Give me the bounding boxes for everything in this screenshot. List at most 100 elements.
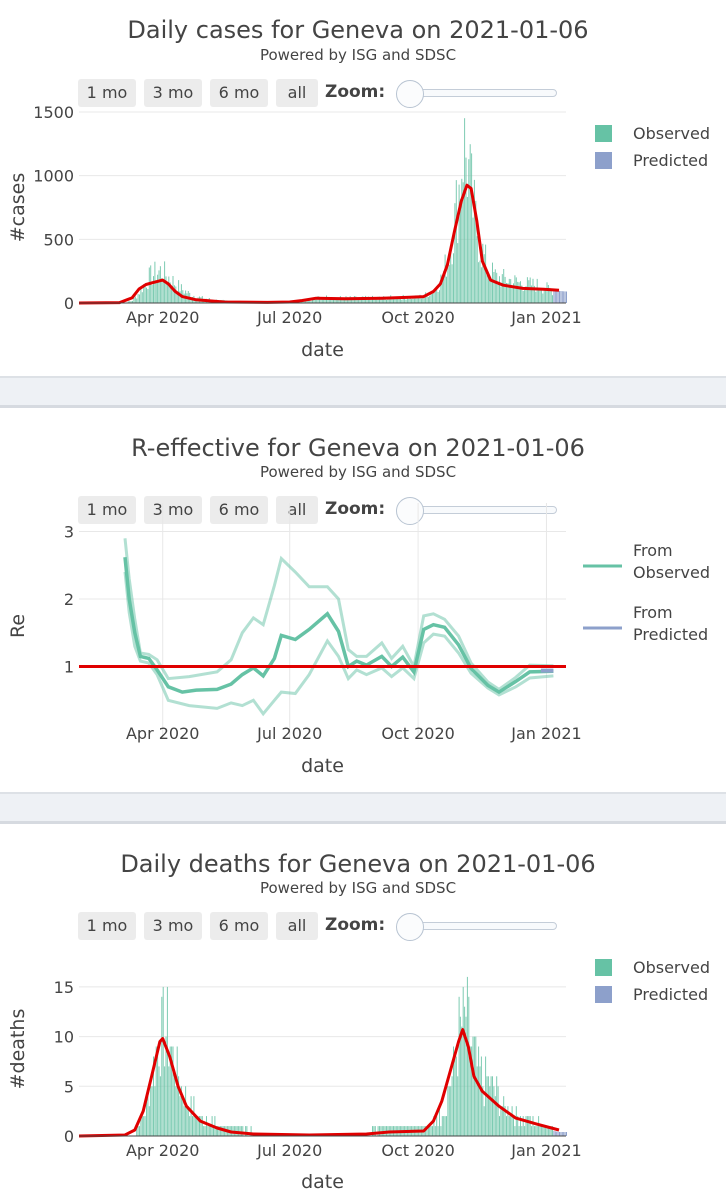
- observed-bar: [166, 986, 168, 1136]
- observed-bar: [533, 285, 535, 303]
- re-chart: 1 2 3 Apr 2020 Jul 2020 Oct 2020 Jan 2021 date R…: [7, 503, 710, 777]
- observed-bar: [381, 298, 383, 303]
- range-button-1mo[interactable]: 1 mo: [78, 496, 136, 524]
- range-button-all[interactable]: all: [276, 496, 318, 524]
- observed-bar: [338, 297, 340, 303]
- observed-bar: [151, 285, 153, 303]
- legend-swatch-predicted: [595, 986, 612, 1003]
- observed-bar: [423, 296, 425, 303]
- observed-bar: [501, 274, 503, 303]
- x-tick-label: Jan 2021: [510, 724, 581, 743]
- observed-bar: [489, 1086, 491, 1136]
- observed-bar: [447, 261, 449, 303]
- observed-bar: [215, 1126, 217, 1136]
- observed-bar: [518, 1126, 520, 1136]
- observed-bar: [316, 298, 318, 303]
- range-button-3mo[interactable]: 3 mo: [144, 79, 202, 107]
- observed-bar: [479, 260, 481, 303]
- observed-bar: [144, 283, 146, 303]
- observed-bar: [426, 293, 428, 303]
- observed-bar: [313, 298, 315, 303]
- predicted-bar: [564, 1132, 566, 1136]
- range-button-1mo[interactable]: 1 mo: [78, 79, 136, 107]
- observed-bar: [323, 298, 325, 303]
- observed-bar: [422, 297, 424, 303]
- observed-bar: [504, 1106, 506, 1136]
- observed-bar: [461, 178, 463, 303]
- observed-bar: [335, 298, 337, 303]
- observed-bar: [370, 299, 372, 303]
- observed-bar: [166, 282, 168, 303]
- observed-bar: [144, 1116, 146, 1136]
- observed-bar: [204, 1126, 206, 1136]
- observed-bar: [536, 1126, 538, 1136]
- range-button-6mo[interactable]: 6 mo: [210, 912, 268, 940]
- observed-bar: [201, 1116, 203, 1136]
- observed-bar: [171, 287, 173, 303]
- range-button-1mo[interactable]: 1 mo: [78, 912, 136, 940]
- observed-bar: [408, 299, 410, 303]
- y-axis-label: Re: [7, 614, 29, 638]
- range-button-3mo[interactable]: 3 mo: [144, 496, 202, 524]
- observed-bar: [510, 279, 512, 303]
- observed-bar: [359, 297, 361, 303]
- observed-bar: [439, 290, 440, 303]
- observed-bar: [539, 1126, 541, 1136]
- observed-bar: [501, 1106, 503, 1136]
- observed-bar: [328, 299, 330, 303]
- observed-bar: [415, 295, 417, 303]
- observed-bar: [172, 1046, 174, 1136]
- observed-bar: [515, 1106, 517, 1136]
- observed-bar: [524, 1126, 526, 1136]
- y-tick-label: 1: [64, 658, 74, 677]
- observed-bar: [148, 1106, 150, 1136]
- observed-bar: [552, 295, 553, 303]
- range-button-all[interactable]: all: [276, 912, 318, 940]
- range-button-3mo[interactable]: 3 mo: [144, 912, 202, 940]
- chart-title: Daily cases for Geneva on 2021-01-06: [127, 16, 589, 44]
- observed-bar: [319, 296, 320, 303]
- observed-bar: [153, 276, 154, 303]
- observed-bar: [455, 180, 457, 303]
- range-button-6mo[interactable]: 6 mo: [210, 496, 268, 524]
- observed-bar: [411, 298, 413, 303]
- predicted-bar: [563, 1132, 565, 1136]
- observed-bar: [344, 299, 346, 303]
- re-mean-line: [123, 557, 554, 695]
- observed-bar: [549, 287, 551, 303]
- zoom-slider-handle[interactable]: [396, 913, 424, 941]
- y-tick-label: 1000: [33, 167, 74, 186]
- observed-bar: [395, 299, 397, 303]
- range-button-6mo[interactable]: 6 mo: [210, 79, 268, 107]
- observed-bar: [176, 291, 178, 303]
- observed-bar: [437, 1126, 439, 1136]
- observed-bar: [393, 299, 394, 303]
- panel-divider: [0, 792, 726, 824]
- legend-label-predicted: From Predicted: [633, 603, 708, 644]
- observed-bar: [130, 301, 132, 303]
- observed-bar: [493, 272, 495, 303]
- observed-bar: [213, 1126, 214, 1136]
- observed-bar: [535, 291, 537, 303]
- observed-bar: [522, 291, 524, 303]
- deaths-panel: Daily deaths for Geneva on 2021-01-06 Po…: [0, 824, 726, 1200]
- x-tick-label: Oct 2020: [381, 308, 454, 327]
- predicted-bar: [559, 290, 560, 303]
- observed-bar: [419, 294, 421, 303]
- predicted-bar: [556, 1131, 558, 1136]
- observed-bar: [429, 1126, 431, 1136]
- observed-bar: [358, 298, 360, 303]
- observed-bar: [434, 1126, 436, 1136]
- observed-bar: [508, 1116, 510, 1136]
- observed-bar: [208, 1126, 210, 1136]
- observed-bar: [300, 301, 302, 303]
- observed-bar: [148, 267, 150, 303]
- zoom-slider-handle[interactable]: [396, 80, 424, 108]
- observed-bar: [161, 278, 163, 303]
- observed-bar: [543, 289, 545, 303]
- observed-bar: [468, 159, 470, 303]
- bars-group: [136, 976, 567, 1136]
- observed-bar: [324, 299, 326, 303]
- range-button-all[interactable]: all: [276, 79, 318, 107]
- zoom-slider-handle[interactable]: [396, 497, 424, 525]
